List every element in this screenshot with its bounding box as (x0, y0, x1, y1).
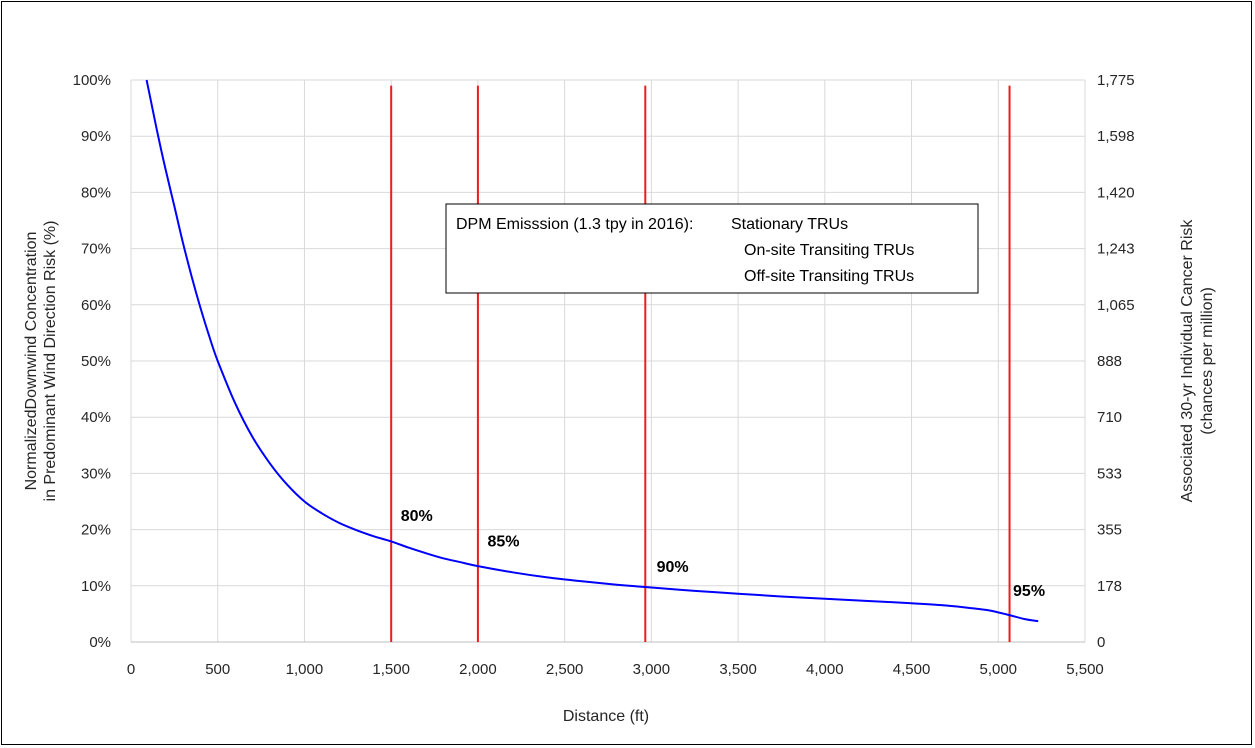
threshold-lines (390, 85, 1011, 642)
y2-axis-title-line-2: (chances per million) (1199, 287, 1216, 435)
y-tick-label: 80% (81, 184, 111, 201)
x-tick-label: 4,500 (893, 661, 931, 678)
y2-tick-label: 1,065 (1097, 297, 1135, 314)
legend-box (445, 203, 979, 294)
series-layer (145, 79, 1039, 623)
y-tick-label: 70% (81, 241, 111, 258)
threshold-labels: 80% 85% 90% 95% (401, 508, 1045, 600)
y-tick-label: 40% (81, 409, 111, 426)
x-tick-label: 2,500 (546, 661, 584, 678)
y2-tick-label: 1,420 (1097, 184, 1135, 201)
y-tick-label: 60% (81, 297, 111, 314)
x-tick-label: 500 (205, 661, 230, 678)
threshold-label-95pct: 95% (1013, 583, 1045, 600)
series-line-0 (145, 79, 1039, 623)
y-axis-ticks: 0% 10% 20% 30% 40% 50% 60% 70% 80% 90% 100% (73, 72, 111, 651)
legend: DPM Emisssion (1.3 tpy in 2016): Station… (445, 203, 979, 294)
threshold-label-90pct: 90% (657, 559, 689, 576)
y-tick-label: 90% (81, 128, 111, 145)
x-tick-label: 1,000 (286, 661, 324, 678)
y-tick-label: 30% (81, 465, 111, 482)
y2-tick-label: 0 (1097, 634, 1105, 651)
y2-tick-label: 1,243 (1097, 241, 1135, 258)
legend-item-stationary: Stationary TRUs (731, 216, 848, 233)
x-tick-label: 4,000 (806, 661, 844, 678)
y2-axis-title-line-1: Associated 30-yr Individual Cancer Risk (1179, 219, 1196, 503)
y2-tick-label: 355 (1097, 522, 1122, 539)
y2-tick-label: 533 (1097, 465, 1122, 482)
x-tick-label: 0 (127, 661, 135, 678)
y2-tick-label: 710 (1097, 409, 1122, 426)
y2-axis-ticks: 0 178 355 533 710 888 1,065 1,243 1,420 1,598 1,77… (1097, 72, 1135, 651)
grid (130, 79, 1086, 643)
y2-tick-label: 178 (1097, 578, 1122, 595)
y-tick-label: 10% (81, 578, 111, 595)
x-axis-title: Distance (ft) (563, 708, 649, 725)
x-tick-label: 5,000 (979, 661, 1017, 678)
threshold-label-80pct: 80% (401, 508, 433, 525)
x-tick-label: 5,500 (1066, 661, 1104, 678)
x-tick-label: 3,500 (719, 661, 757, 678)
y2-tick-label: 888 (1097, 353, 1122, 370)
x-tick-label: 1,500 (372, 661, 410, 678)
legend-item-onsite: On-site Transiting TRUs (744, 242, 914, 259)
legend-label: DPM Emisssion (1.3 tpy in 2016): (456, 216, 693, 233)
y-tick-label: 0% (89, 634, 111, 651)
x-tick-label: 2,000 (459, 661, 497, 678)
y-axis-title-line-1: NormalizedDownwind Concentration (23, 232, 40, 491)
y-tick-label: 100% (73, 72, 111, 89)
y-tick-label: 20% (81, 522, 111, 539)
legend-item-offsite: Off-site Transiting TRUs (744, 268, 914, 285)
y2-tick-label: 1,598 (1097, 128, 1135, 145)
threshold-label-85pct: 85% (487, 533, 519, 550)
y-tick-label: 50% (81, 353, 111, 370)
y-axis-title-line-2: in Predominant Wind Direction Risk (%) (42, 221, 59, 502)
y2-tick-label: 1,775 (1097, 72, 1135, 89)
x-tick-label: 3,000 (633, 661, 671, 678)
x-axis-ticks: 0 500 1,000 1,500 2,000 2,500 3,000 3,500 4,000 4… (127, 661, 1104, 678)
